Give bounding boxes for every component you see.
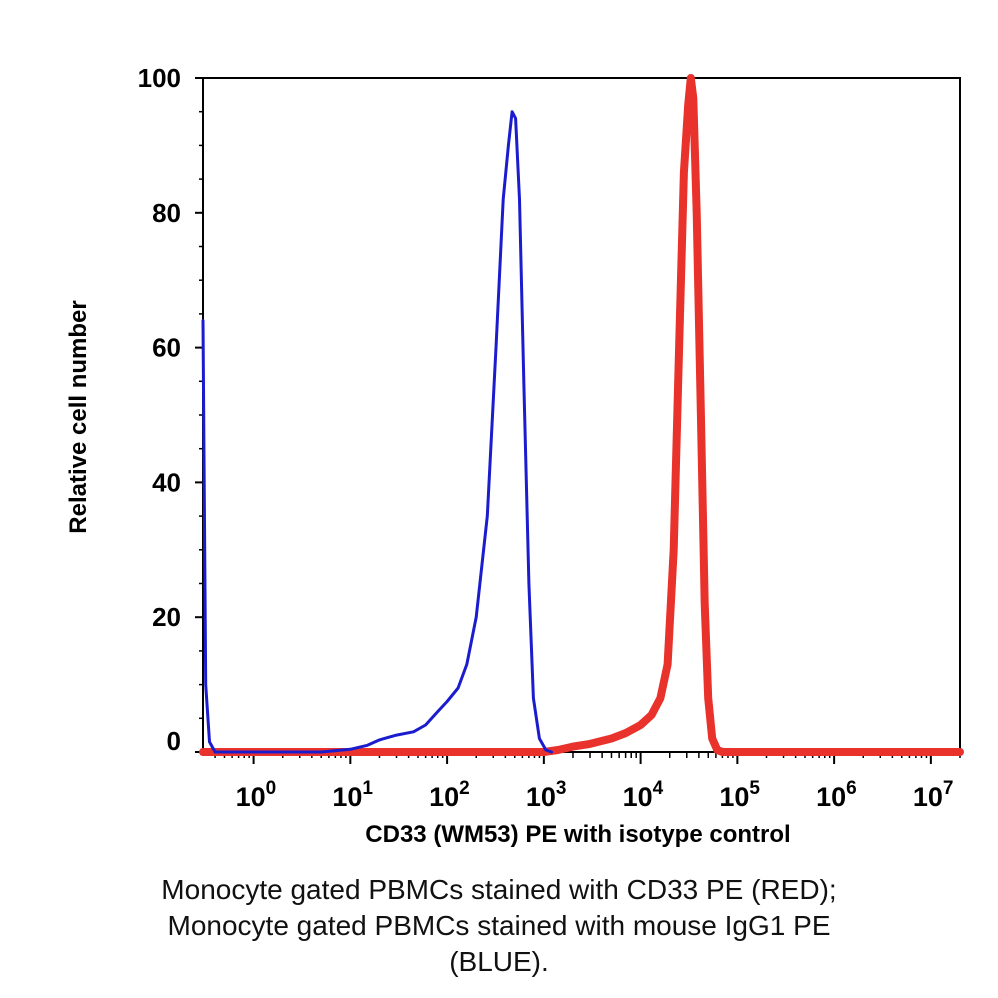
x-tick-label: 105 xyxy=(719,778,760,812)
caption-line-2: Monocyte gated PBMCs stained with mouse … xyxy=(167,910,831,941)
caption-line-3: (BLUE). xyxy=(449,946,549,977)
series-layer xyxy=(199,74,964,756)
plot-frame xyxy=(202,77,961,753)
x-tick-label: 102 xyxy=(429,778,470,812)
x-axis-ticks: 100 101 102 103 104 105 106 107 xyxy=(214,752,961,812)
y-tick-label: 80 xyxy=(152,198,181,228)
caption-line-1: Monocyte gated PBMCs stained with CD33 P… xyxy=(161,874,837,905)
x-axis-title: CD33 (WM53) PE with isotype control xyxy=(365,821,790,848)
y-axis-ticks: 0 20 40 60 80 100 xyxy=(138,63,203,756)
figure-caption: Monocyte gated PBMCs stained with CD33 P… xyxy=(0,872,998,980)
y-tick-label: 60 xyxy=(152,333,181,363)
x-tick-label: 104 xyxy=(623,778,664,812)
x-tick-label: 103 xyxy=(526,778,567,812)
x-tick-label: 100 xyxy=(236,778,277,812)
series-line-blue xyxy=(201,110,553,754)
y-tick-label: 20 xyxy=(152,602,181,632)
y-tick-label: 0 xyxy=(167,726,181,756)
x-tick-label: 106 xyxy=(816,778,857,812)
y-tick-label: 100 xyxy=(138,63,181,93)
x-tick-label: 101 xyxy=(332,778,373,812)
histogram-chart: 0 20 40 60 80 100 100 101 102 103 104 105 106 107 CD… xyxy=(65,63,964,848)
x-tick-label: 107 xyxy=(913,778,954,812)
y-axis-title: Relative cell number xyxy=(65,300,92,533)
y-tick-label: 40 xyxy=(152,467,181,497)
series-line-red xyxy=(199,74,964,756)
